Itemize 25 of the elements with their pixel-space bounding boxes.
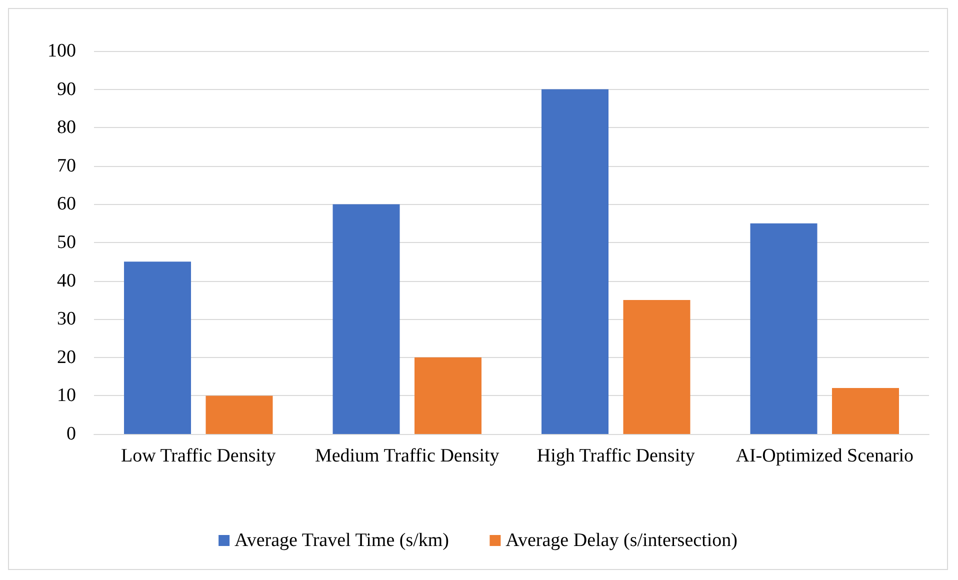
y-tick-label: 50 (57, 232, 76, 253)
bar (206, 396, 273, 434)
legend-label: Average Delay (s/intersection) (506, 530, 738, 551)
x-tick-label: Low Traffic Density (120, 446, 276, 466)
y-tick-label: 80 (57, 117, 76, 138)
y-tick-label: 40 (57, 270, 76, 292)
legend-label: Average Travel Time (s/km) (234, 530, 450, 551)
y-tick-label: 60 (57, 194, 76, 215)
y-tick-label: 70 (57, 155, 76, 176)
bar (623, 300, 690, 434)
y-tick-label: 20 (57, 346, 76, 368)
y-tick-label: 90 (57, 78, 76, 100)
bar (542, 89, 609, 434)
x-tick-label: High Traffic Density (536, 446, 696, 466)
y-tick-label: 10 (57, 385, 76, 406)
y-tick-label: 100 (48, 40, 76, 62)
bar (124, 262, 192, 434)
bar (750, 223, 818, 434)
x-tick-label: AI-Optimized Scenario (736, 446, 914, 466)
bar (414, 357, 482, 434)
bar (332, 204, 400, 434)
x-tick-label: Medium Traffic Density (314, 446, 500, 466)
y-tick-label: 30 (57, 308, 76, 330)
y-tick-label: 0 (66, 424, 76, 444)
bar (832, 388, 899, 434)
